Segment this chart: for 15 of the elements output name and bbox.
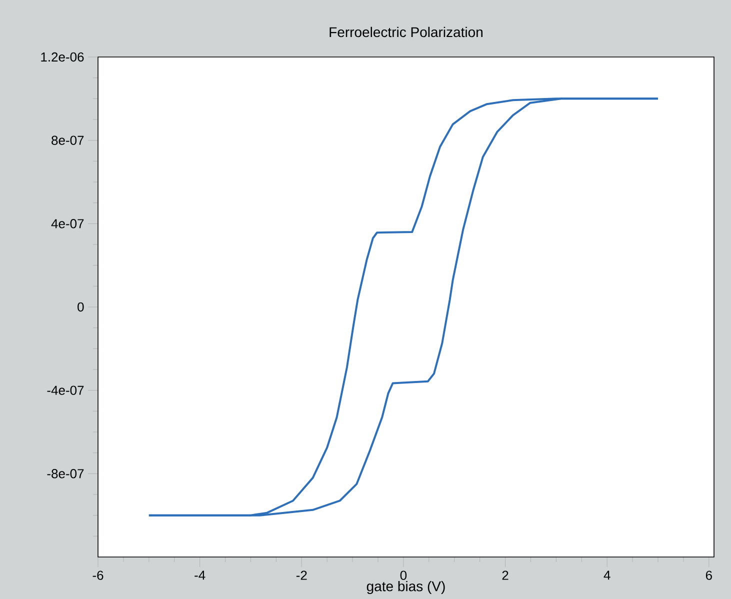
x-tick-label: 6 (706, 570, 712, 580)
x-tick-label: 2 (502, 570, 508, 580)
y-tick-label: 8e-07 (52, 136, 84, 145)
chart-title: Ferroelectric Polarization (330, 26, 482, 38)
y-tick-label: 4e-07 (51, 219, 84, 228)
y-tick-label: -8e-07 (47, 469, 84, 478)
x-tick-label: 4 (604, 570, 610, 580)
y-tick-label: 1.2e-06 (41, 52, 84, 62)
x-tick-label: -6 (92, 570, 104, 580)
y-tick-label: 0 (78, 302, 84, 312)
x-axis-title: gate bias (V) (366, 580, 445, 594)
y-tick-label: -4e-07 (47, 386, 84, 395)
x-tick-label: 0 (400, 570, 407, 580)
x-tick-label: -4 (194, 570, 206, 580)
x-tick-label: -2 (296, 570, 307, 580)
